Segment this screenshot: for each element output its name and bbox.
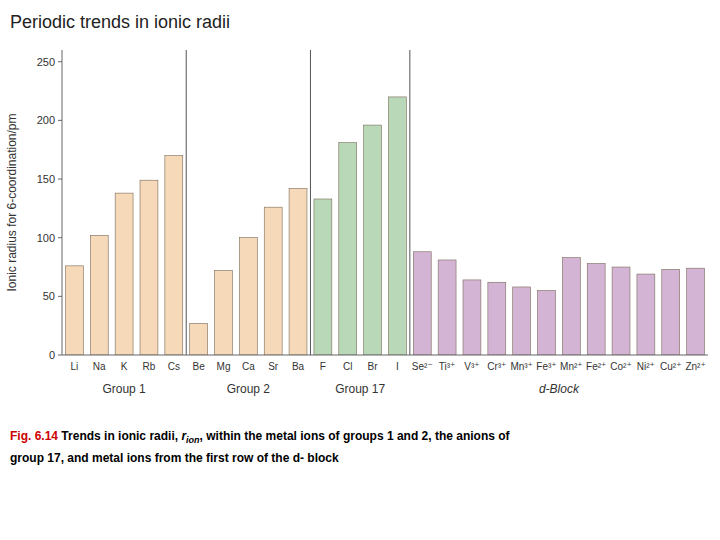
x-tick-label: Ni²⁺ bbox=[637, 361, 655, 372]
y-axis-label: Ionic radius for 6-coordination/pm bbox=[5, 113, 19, 291]
caption-line: Fig. 6.14 Trends in ionic radii, rion, w… bbox=[10, 429, 511, 445]
bar bbox=[215, 271, 233, 355]
bar bbox=[488, 282, 506, 355]
caption-part: Trends in ionic radii, bbox=[58, 429, 181, 443]
x-tick-label: Ba bbox=[292, 361, 305, 372]
x-tick-label: V³⁺ bbox=[464, 361, 479, 372]
y-tick bbox=[58, 120, 62, 121]
x-tick-label: Mn³⁺ bbox=[510, 361, 533, 372]
y-tick bbox=[58, 355, 62, 356]
x-tick-label: Cs bbox=[168, 361, 180, 372]
x-tick-label: Ca bbox=[242, 361, 255, 372]
y-tick-label: 150 bbox=[37, 173, 55, 185]
y-tick-label: 50 bbox=[43, 290, 55, 302]
group-label: Group 2 bbox=[227, 382, 271, 396]
bar bbox=[239, 238, 257, 355]
x-tick-label: Rb bbox=[143, 361, 156, 372]
bar bbox=[513, 287, 531, 355]
bar bbox=[637, 274, 655, 355]
x-tick-label: Mg bbox=[217, 361, 231, 372]
x-tick-label: Li bbox=[71, 361, 79, 372]
bar bbox=[413, 252, 431, 355]
y-tick-label: 200 bbox=[37, 114, 55, 126]
bar bbox=[587, 264, 605, 356]
x-tick-label: Cl bbox=[343, 361, 352, 372]
y-axis-line bbox=[62, 50, 63, 355]
bar bbox=[687, 268, 705, 355]
group-divider bbox=[310, 50, 311, 355]
x-tick-label: Cr³⁺ bbox=[487, 361, 506, 372]
x-tick-label: K bbox=[121, 361, 128, 372]
x-tick-label: Zn²⁺ bbox=[685, 361, 705, 372]
caption-line: group 17, and metal ions from the first … bbox=[10, 451, 339, 465]
group-divider bbox=[409, 50, 410, 355]
x-tick-label: Cu²⁺ bbox=[660, 361, 681, 372]
caption-part: ion bbox=[186, 435, 200, 445]
x-tick-label: I bbox=[396, 361, 399, 372]
caption-part: , within the metal ions of groups 1 and … bbox=[200, 429, 511, 443]
bar bbox=[463, 280, 481, 355]
y-tick bbox=[58, 237, 62, 238]
bar bbox=[264, 207, 282, 355]
bar bbox=[364, 125, 382, 355]
x-tick-label: Sr bbox=[268, 361, 279, 372]
title: Periodic trends in ionic radii bbox=[10, 12, 230, 32]
bar bbox=[612, 267, 630, 355]
bar bbox=[314, 199, 332, 355]
group-label: d-Block bbox=[539, 382, 580, 396]
x-tick-label: Br bbox=[368, 361, 379, 372]
caption-part: group 17, and metal ions from the first … bbox=[10, 451, 339, 465]
x-tick-label: Be bbox=[193, 361, 206, 372]
bar bbox=[388, 97, 406, 355]
bar bbox=[339, 143, 357, 355]
group-divider bbox=[186, 50, 187, 355]
bars bbox=[65, 97, 704, 355]
chart: Periodic trends in ionic radii Ionic radi… bbox=[0, 0, 720, 540]
y-tick bbox=[58, 296, 62, 297]
bar bbox=[65, 266, 83, 355]
bar bbox=[90, 235, 108, 355]
x-tick-label: Mn²⁺ bbox=[560, 361, 583, 372]
bar bbox=[438, 260, 456, 355]
x-tick-label: F bbox=[320, 361, 326, 372]
bar bbox=[165, 156, 183, 355]
group-label: Group 17 bbox=[335, 382, 385, 396]
y-tick-label: 0 bbox=[49, 349, 55, 361]
x-tick-label: Fe³⁺ bbox=[536, 361, 556, 372]
x-tick-label: Se²⁻ bbox=[412, 361, 433, 372]
y-tick-label: 100 bbox=[37, 232, 55, 244]
x-tick-label: Fe²⁺ bbox=[586, 361, 606, 372]
bar bbox=[662, 269, 680, 355]
caption-part: Fig. 6.14 bbox=[10, 429, 58, 443]
group-label: Group 1 bbox=[102, 382, 146, 396]
chart-container: Periodic trends in ionic radii Ionic radi… bbox=[0, 0, 720, 540]
y-tick-label: 250 bbox=[37, 56, 55, 68]
y-tick bbox=[58, 179, 62, 180]
bar bbox=[115, 193, 133, 355]
bar bbox=[140, 180, 158, 355]
x-tick-label: Na bbox=[93, 361, 106, 372]
x-tick-label: Co²⁺ bbox=[610, 361, 631, 372]
x-axis-line bbox=[62, 355, 708, 356]
bar bbox=[562, 258, 580, 355]
bar bbox=[289, 188, 307, 355]
x-tick-label: Ti³⁺ bbox=[439, 361, 456, 372]
bar bbox=[538, 290, 556, 355]
bar bbox=[190, 323, 208, 355]
y-tick bbox=[58, 61, 62, 62]
